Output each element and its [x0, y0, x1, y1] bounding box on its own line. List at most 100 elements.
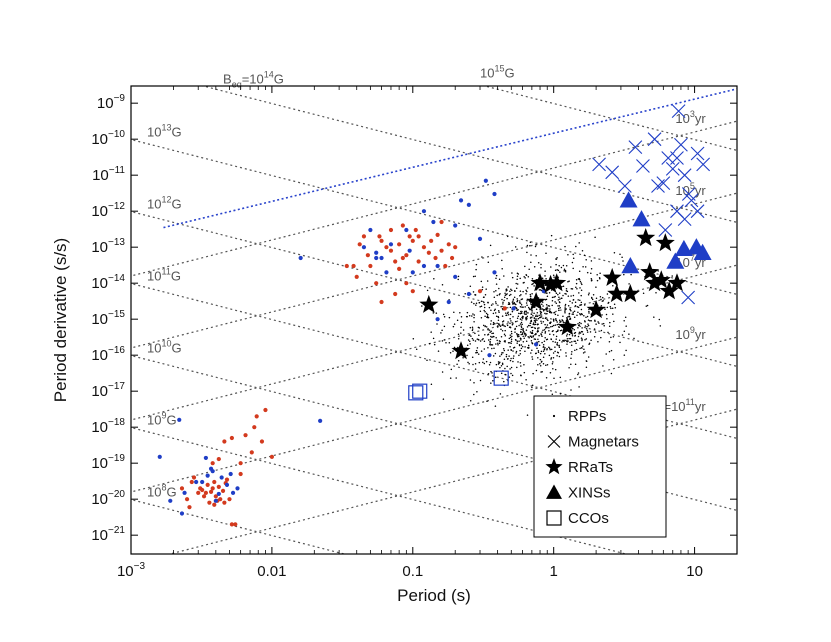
point-rpps	[592, 302, 595, 305]
y-tick-label: 10−11	[92, 165, 125, 184]
point-rpps	[556, 354, 558, 357]
point-rpps	[531, 326, 534, 328]
point-rpps	[538, 334, 540, 337]
point-rpps	[580, 337, 583, 339]
point-rpps	[496, 322, 498, 325]
point-rpps	[543, 340, 546, 342]
point-rpps	[516, 366, 518, 369]
point-rpps	[565, 352, 567, 354]
point-rpps	[533, 285, 535, 287]
point-rpps	[523, 312, 526, 314]
point-rpps	[512, 360, 514, 363]
point-rpps	[460, 315, 463, 318]
point-binary-msps-red	[393, 259, 398, 264]
point-rpps	[544, 317, 547, 320]
point-rpps	[492, 379, 494, 382]
legend-marker-rpps	[552, 414, 556, 418]
point-rpps	[525, 313, 527, 315]
point-rpps	[481, 286, 484, 288]
point-rpps	[573, 310, 576, 312]
point-rpps	[488, 329, 491, 331]
point-rpps	[487, 328, 489, 331]
point-rpps	[545, 364, 547, 366]
point-rpps	[464, 292, 466, 295]
point-rpps	[520, 304, 523, 306]
point-rpps	[486, 316, 489, 319]
plot-frame	[130, 85, 738, 555]
age-label: 105yr	[675, 181, 706, 198]
point-rpps	[586, 315, 589, 318]
point-rpps	[542, 309, 545, 312]
point-rpps	[568, 337, 570, 340]
point-rpps	[505, 314, 507, 317]
point-rpps	[494, 301, 497, 303]
point-rpps	[490, 304, 493, 306]
point-rpps	[633, 337, 635, 340]
point-rpps	[466, 354, 468, 357]
point-rpps	[519, 318, 522, 320]
x-tick-label: 0.1	[402, 563, 423, 580]
point-rpps	[495, 274, 498, 277]
point-rpps	[538, 340, 540, 343]
point-rpps	[473, 321, 475, 323]
point-rpps	[475, 268, 477, 271]
point-rpps	[551, 325, 554, 328]
point-isolated-pulsars-blue	[410, 270, 415, 275]
point-rpps	[546, 312, 548, 315]
point-rpps	[487, 334, 489, 336]
point-binary-msps-red	[435, 232, 440, 237]
point-rpps	[443, 325, 446, 328]
point-rpps	[520, 321, 523, 324]
point-rpps	[536, 312, 539, 314]
point-rpps	[516, 283, 519, 285]
point-binary-msps-red	[212, 479, 217, 485]
point-binary-msps-red	[477, 289, 483, 294]
point-rpps	[505, 374, 507, 376]
point-rpps	[516, 332, 518, 335]
point-rpps	[561, 341, 563, 343]
point-rpps	[571, 261, 574, 264]
point-rpps	[534, 320, 537, 322]
point-rpps	[536, 315, 539, 317]
point-rpps	[483, 309, 485, 312]
point-rpps	[542, 350, 545, 352]
point-rpps	[520, 328, 522, 331]
point-isolated-pulsars-blue	[388, 242, 394, 247]
point-rpps	[494, 376, 497, 379]
point-rpps	[574, 340, 577, 343]
point-rpps	[624, 316, 627, 318]
point-rpps	[475, 349, 478, 352]
point-rpps	[550, 234, 553, 237]
point-magnetars	[636, 159, 650, 173]
point-rpps	[494, 308, 496, 311]
point-rpps	[531, 309, 533, 311]
point-rpps	[589, 331, 592, 333]
point-rpps	[515, 287, 518, 289]
point-isolated-pulsars-blue	[179, 511, 185, 516]
point-rpps	[570, 310, 572, 312]
point-rpps	[555, 263, 557, 266]
point-rpps	[517, 273, 520, 275]
point-rpps	[568, 280, 570, 282]
point-rpps	[521, 317, 524, 319]
point-rrats	[651, 270, 671, 289]
y-tick-label: 10−14	[91, 273, 125, 292]
point-binary-msps-red	[416, 234, 421, 239]
x-tick-label: 10−3	[117, 561, 146, 580]
point-rpps	[595, 297, 598, 299]
point-rpps	[583, 314, 585, 317]
point-rpps	[515, 282, 517, 285]
point-rpps	[555, 331, 558, 333]
point-magnetars	[656, 176, 671, 191]
point-rpps	[557, 307, 560, 310]
point-rpps	[479, 340, 482, 342]
point-rpps	[581, 327, 583, 329]
point-rpps	[554, 368, 557, 371]
point-rpps	[569, 341, 571, 344]
point-rpps	[542, 356, 545, 359]
point-rpps	[530, 254, 532, 256]
point-rpps	[623, 273, 625, 276]
point-rpps	[579, 287, 581, 289]
point-rpps	[487, 373, 490, 375]
point-rpps	[584, 320, 586, 323]
